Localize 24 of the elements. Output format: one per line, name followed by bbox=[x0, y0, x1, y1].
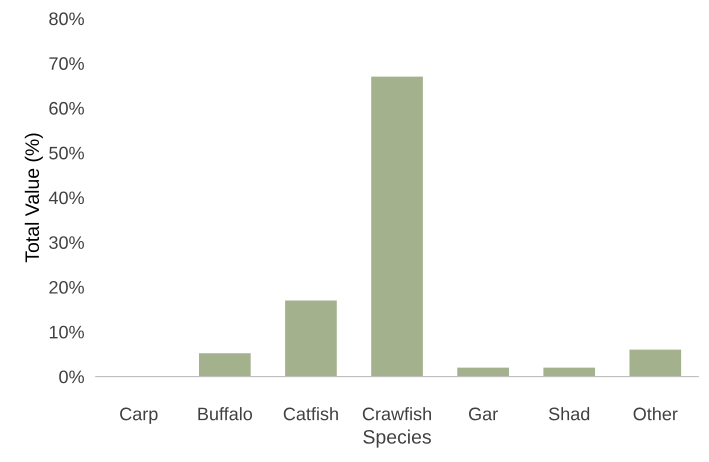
x-tick-label: Shad bbox=[548, 407, 590, 420]
bar bbox=[457, 368, 509, 377]
x-tick-label: Carp bbox=[120, 408, 158, 424]
bar bbox=[543, 368, 596, 377]
y-tick-label: 10% bbox=[50, 326, 84, 338]
y-tick-label: 50% bbox=[49, 146, 84, 160]
y-tick-label: 20% bbox=[49, 280, 84, 294]
y-tick-label: 30% bbox=[49, 236, 84, 249]
y-tick-label: 60% bbox=[49, 102, 84, 115]
bar bbox=[199, 353, 251, 377]
x-tick-label: Other bbox=[634, 407, 678, 420]
x-tick-label: Catfish bbox=[284, 407, 338, 420]
bar bbox=[371, 76, 423, 377]
y-tick-label: 70% bbox=[49, 57, 84, 70]
x-tick-label: Crawfish bbox=[362, 407, 431, 420]
bar bbox=[629, 350, 682, 377]
y-axis-title: Total Value (%) bbox=[24, 134, 43, 262]
y-tick-label: 80% bbox=[49, 12, 84, 26]
bar bbox=[285, 300, 337, 377]
y-tick-label: 0% bbox=[59, 370, 84, 384]
y-tick-label: 40% bbox=[48, 191, 84, 204]
x-axis-title: Species bbox=[363, 429, 431, 448]
x-tick-label: Gar bbox=[468, 408, 498, 420]
x-tick-label: Buffalo bbox=[198, 407, 252, 420]
